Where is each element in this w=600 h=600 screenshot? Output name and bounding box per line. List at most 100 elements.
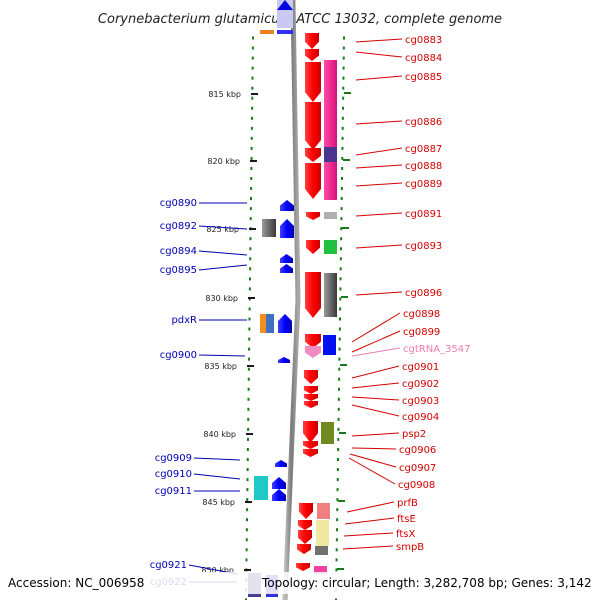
gene-arrow [305, 33, 319, 49]
gene-arrow [303, 421, 318, 443]
gene-block [254, 476, 268, 500]
gene-label-cg0894[interactable]: cg0894 [160, 246, 197, 257]
genome-backbone [282, 0, 301, 600]
gene-block [317, 503, 330, 519]
scale-dots [245, 36, 345, 600]
gene-block [314, 566, 327, 574]
gene-label-cg0888[interactable]: cg0888 [405, 161, 442, 172]
scale-label: 835 kbp [204, 362, 237, 371]
scale-label: 820 kbp [207, 157, 240, 166]
footer-background [0, 572, 600, 594]
gene-block [323, 335, 336, 355]
gene-label-cg0895[interactable]: cg0895 [160, 265, 197, 276]
gene-arrow [272, 477, 286, 489]
gene-block [321, 422, 334, 444]
gene-label-psp2[interactable]: psp2 [402, 429, 426, 440]
scale-label: 845 kbp [202, 498, 235, 507]
gene-label-cg0906[interactable]: cg0906 [399, 445, 436, 456]
gene-block [315, 546, 328, 555]
gene-label-cg0909[interactable]: cg0909 [155, 453, 192, 464]
scale-label: 815 kbp [208, 90, 241, 99]
gene-arrow [278, 357, 290, 363]
gene-arrow [305, 148, 321, 162]
gene-arrow [303, 449, 318, 457]
gene-label-cg0889[interactable]: cg0889 [405, 179, 442, 190]
gene-block [260, 314, 266, 333]
gene-arrow [304, 386, 318, 394]
feature-top-stripe-2 [277, 30, 293, 34]
gene-label-prfB[interactable]: prfB [397, 498, 418, 509]
reverse-gene-labels: cg0890 cg0892 cg0894 cg0895 pdxR cg0900 cg0909… [150, 198, 248, 588]
gene-label-pdxR[interactable]: pdxR [171, 315, 197, 326]
gene-arrow [304, 370, 318, 384]
gene-block [324, 147, 337, 162]
gene-arrow [272, 489, 286, 501]
gene-arrow [305, 346, 321, 358]
scale-label: 825 kbp [206, 225, 239, 234]
gene-label-cg0921[interactable]: cg0921 [150, 560, 187, 571]
gene-label-cg0911[interactable]: cg0911 [155, 486, 192, 497]
gene-label-cg0908[interactable]: cg0908 [398, 480, 435, 491]
gene-arrow [296, 563, 310, 571]
gene-label-cg0902[interactable]: cg0902 [402, 379, 439, 390]
gene-arrow [306, 212, 320, 220]
gene-label-cgtRNA_3547[interactable]: cgtRNA_3547 [403, 344, 471, 355]
gene-label-cg0892[interactable]: cg0892 [160, 221, 197, 232]
gene-arrow [280, 264, 293, 273]
gene-block [266, 314, 274, 333]
gene-arrow [280, 219, 294, 238]
gene-label-cg0898[interactable]: cg0898 [403, 309, 440, 320]
gene-label-cg0884[interactable]: cg0884 [405, 53, 442, 64]
gene-arrow [305, 49, 319, 61]
gene-arrow [304, 394, 318, 401]
gene-arrow [297, 544, 311, 554]
gene-label-cg0890[interactable]: cg0890 [160, 198, 197, 209]
gene-arrow [305, 163, 321, 199]
gene-label-cg0899[interactable]: cg0899 [403, 327, 440, 338]
gene-label-cg0907[interactable]: cg0907 [399, 463, 436, 474]
forward-gene-labels: cg0883 cg0884 cg0885 cg0886 cg0887 cg0888 cg08… [342, 35, 471, 553]
gene-arrow [280, 200, 294, 211]
gene-block [324, 162, 337, 200]
gene-label-cg0883[interactable]: cg0883 [405, 35, 442, 46]
gene-label-cg0886[interactable]: cg0886 [405, 117, 442, 128]
scale-label: 840 kbp [203, 430, 236, 439]
accession-text: Accession: NC_006958 [8, 576, 144, 590]
gene-block [324, 60, 337, 147]
gene-label-cg0904[interactable]: cg0904 [402, 412, 439, 423]
feature-top-blue-arrow [277, 0, 293, 10]
gene-arrow [299, 503, 313, 519]
gene-arrow [278, 314, 292, 333]
feature-top-stripe [260, 30, 274, 34]
gene-arrow [305, 62, 321, 102]
scale-label: 830 kbp [205, 294, 238, 303]
gene-label-ftsX[interactable]: ftsX [396, 529, 415, 540]
map-title: Corynebacterium glutamicum ATCC 13032, c… [98, 12, 502, 27]
gene-label-cg0896[interactable]: cg0896 [405, 288, 442, 299]
gene-arrow [298, 520, 312, 530]
gene-label-cg0891[interactable]: cg0891 [405, 209, 442, 220]
forward-strand-genes [296, 33, 337, 574]
gene-block [324, 240, 337, 254]
gene-label-cg0910[interactable]: cg0910 [155, 469, 192, 480]
gene-arrow [305, 272, 321, 318]
gene-arrow [303, 441, 318, 449]
gene-block [324, 273, 337, 317]
gene-label-cg0885[interactable]: cg0885 [405, 72, 442, 83]
gene-label-cg0901[interactable]: cg0901 [402, 362, 439, 373]
gene-block [324, 212, 337, 219]
gene-label-cg0887[interactable]: cg0887 [405, 144, 442, 155]
genome-summary-text: Topology: circular; Length: 3,282,708 bp… [261, 576, 592, 590]
gene-arrow [298, 530, 312, 544]
gene-label-smpB[interactable]: smpB [396, 542, 424, 553]
gene-label-cg0893[interactable]: cg0893 [405, 241, 442, 252]
gene-arrow [306, 240, 320, 254]
gene-label-cg0900[interactable]: cg0900 [160, 350, 197, 361]
gene-block [262, 219, 276, 237]
gene-label-ftsE[interactable]: ftsE [397, 514, 416, 525]
gene-arrow [305, 334, 321, 348]
gene-arrow [280, 254, 293, 263]
gene-arrow [275, 460, 287, 467]
gene-label-cg0903[interactable]: cg0903 [402, 396, 439, 407]
